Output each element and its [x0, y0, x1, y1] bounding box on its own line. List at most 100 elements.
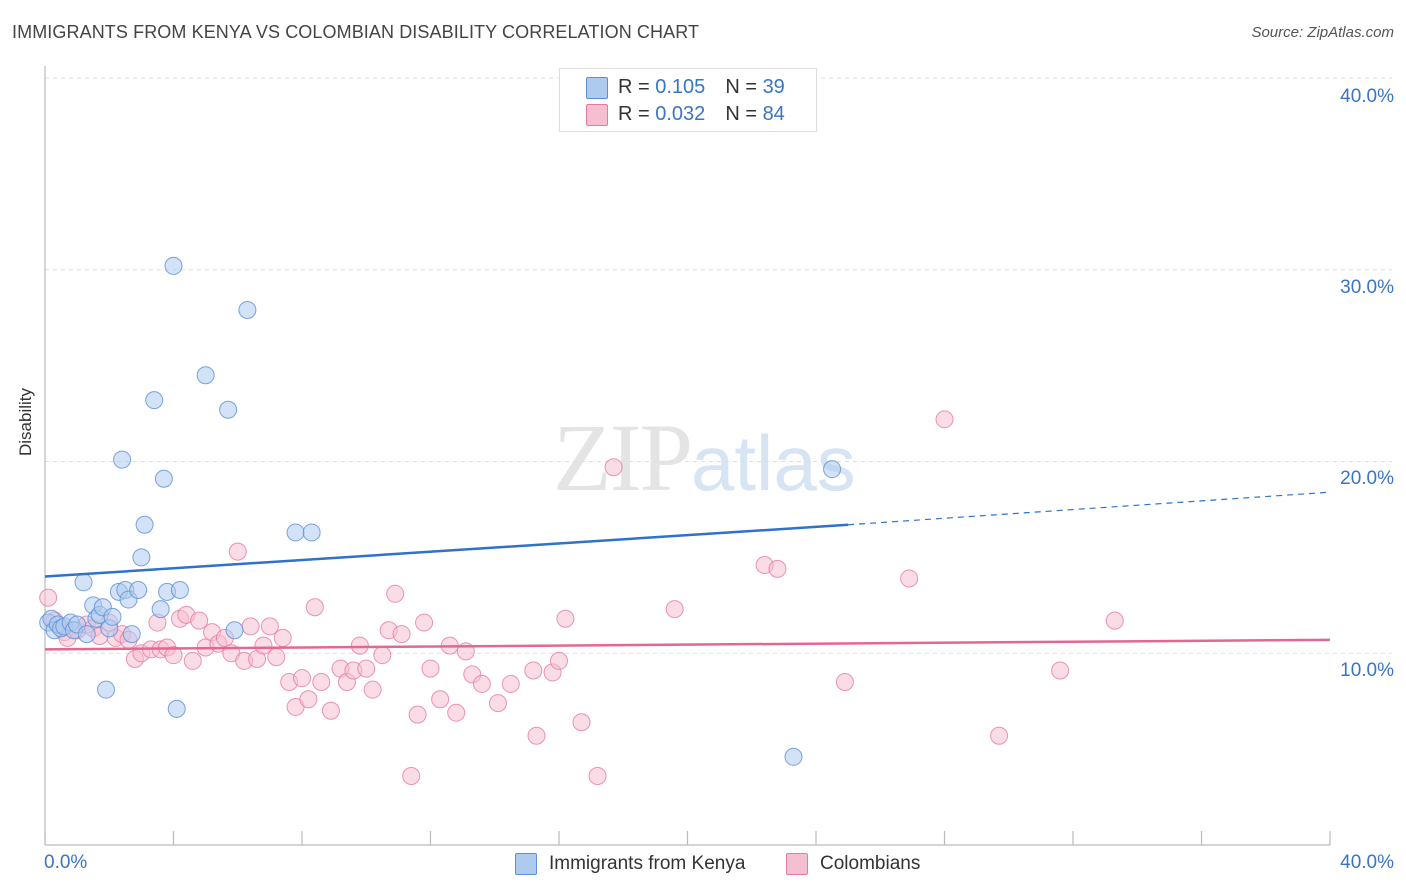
legend-n-label: N =	[725, 102, 757, 125]
kenya-point	[97, 680, 116, 699]
kenya-point	[225, 621, 244, 640]
colombians-point	[299, 690, 318, 709]
kenya-point	[154, 469, 173, 488]
colombians-point	[472, 674, 491, 693]
colombians-point	[373, 646, 392, 665]
legend-n-value: 39	[762, 75, 785, 98]
kenya-point	[132, 548, 151, 567]
y-axis-label: Disability	[16, 387, 35, 456]
x-tick-label-min: 0.0%	[44, 852, 88, 873]
kenya-point	[74, 573, 93, 592]
colombians-point	[556, 609, 575, 628]
colombians-point	[488, 694, 507, 713]
kenya-point	[113, 450, 132, 469]
x-tick-label-max: 40.0%	[1340, 852, 1394, 873]
bottom-legend-swatch-colombians	[786, 853, 808, 875]
kenya-point	[238, 301, 257, 320]
colombians-point	[415, 613, 434, 632]
colombians-point	[392, 625, 411, 644]
colombians-point	[273, 628, 292, 647]
colombians-point	[386, 584, 405, 603]
bottom-legend-label-kenya: Immigrants from Kenya	[549, 853, 746, 874]
legend-swatch-kenya	[586, 77, 608, 99]
colombians-point	[321, 701, 340, 720]
kenya-point	[129, 580, 148, 599]
colombians-point	[550, 651, 568, 670]
legend-r-label: R =	[618, 102, 650, 125]
bottom-legend-swatch-kenya	[515, 853, 537, 875]
kenya-point	[302, 523, 321, 542]
source-label: Source: ZipAtlas.com	[1251, 24, 1394, 41]
kenya-point	[122, 625, 141, 644]
colombians-point	[524, 661, 543, 680]
colombians-point	[402, 766, 421, 785]
colombians-point	[267, 648, 286, 667]
colombians-point	[431, 690, 450, 709]
legend-r-value: 0.032	[655, 102, 706, 125]
kenya-point	[196, 366, 215, 385]
colombians-point	[254, 636, 273, 655]
kenya-point	[784, 747, 803, 766]
colombians-point	[408, 705, 427, 724]
kenya-point	[77, 625, 96, 644]
colombians-point	[1051, 661, 1070, 680]
colombians-point	[241, 617, 260, 636]
legend-n-label: N =	[725, 75, 757, 98]
kenya-point	[170, 580, 189, 599]
legend-n-value: 84	[762, 102, 785, 125]
chart-title: IMMIGRANTS FROM KENYA VS COLOMBIAN DISAB…	[12, 22, 700, 42]
colombians-point	[572, 713, 591, 732]
kenya-point	[219, 400, 238, 419]
legend-r-value: 0.105	[655, 75, 706, 98]
bottom-legend-label-colombians: Colombians	[820, 853, 921, 874]
colombians-point	[501, 674, 520, 693]
colombians-point	[447, 703, 466, 722]
y-tick-label-40: 40.0%	[1340, 86, 1394, 107]
colombians-point	[835, 673, 854, 692]
kenya-trend-extension	[848, 491, 1331, 526]
kenya-trend-line	[44, 523, 849, 578]
legend-r-label: R =	[618, 75, 650, 98]
colombians-point	[350, 636, 369, 655]
colombians-point	[183, 651, 202, 670]
colombians-point	[312, 673, 331, 692]
kenya-point	[823, 460, 842, 479]
y-tick-label-20: 20.0%	[1340, 468, 1394, 489]
legend-row-kenya: R = 0.105 N = 39	[618, 74, 785, 100]
colombians-point	[260, 617, 279, 636]
colombians-point	[768, 559, 787, 578]
colombians-point	[604, 458, 623, 477]
legend-swatch-colombians	[586, 104, 608, 126]
colombians-point	[357, 659, 376, 678]
colombians-trend-line	[44, 638, 1331, 651]
colombians-point	[990, 726, 1009, 745]
kenya-point	[135, 515, 154, 534]
y-tick-label-30: 30.0%	[1340, 277, 1394, 298]
bottom-legend-kenya: Immigrants from Kenya	[515, 852, 745, 876]
colombians-point	[1105, 611, 1124, 630]
colombians-point	[39, 588, 58, 607]
correlation-legend: R = 0.105 N = 39 R = 0.032 N = 84	[559, 68, 817, 132]
kenya-point	[151, 600, 170, 619]
colombians-point	[588, 766, 607, 785]
colombians-point	[228, 542, 247, 561]
kenya-point	[167, 699, 186, 718]
kenya-point	[103, 607, 122, 626]
colombians-point	[900, 569, 919, 588]
colombians-point	[305, 598, 324, 617]
kenya-point	[145, 391, 164, 410]
colombians-point	[421, 659, 440, 678]
colombians-point	[190, 611, 209, 630]
colombians-point	[293, 669, 311, 688]
colombians-point	[935, 410, 954, 429]
colombians-point	[363, 680, 382, 699]
colombians-point	[665, 600, 684, 619]
kenya-point	[286, 523, 305, 542]
colombians-point	[164, 646, 183, 665]
legend-row-colombians: R = 0.032 N = 84	[618, 101, 785, 127]
kenya-point	[164, 256, 183, 275]
bottom-legend-colombians: Colombians	[786, 852, 920, 876]
y-tick-label-10: 10.0%	[1340, 660, 1394, 681]
colombians-point	[527, 726, 546, 745]
